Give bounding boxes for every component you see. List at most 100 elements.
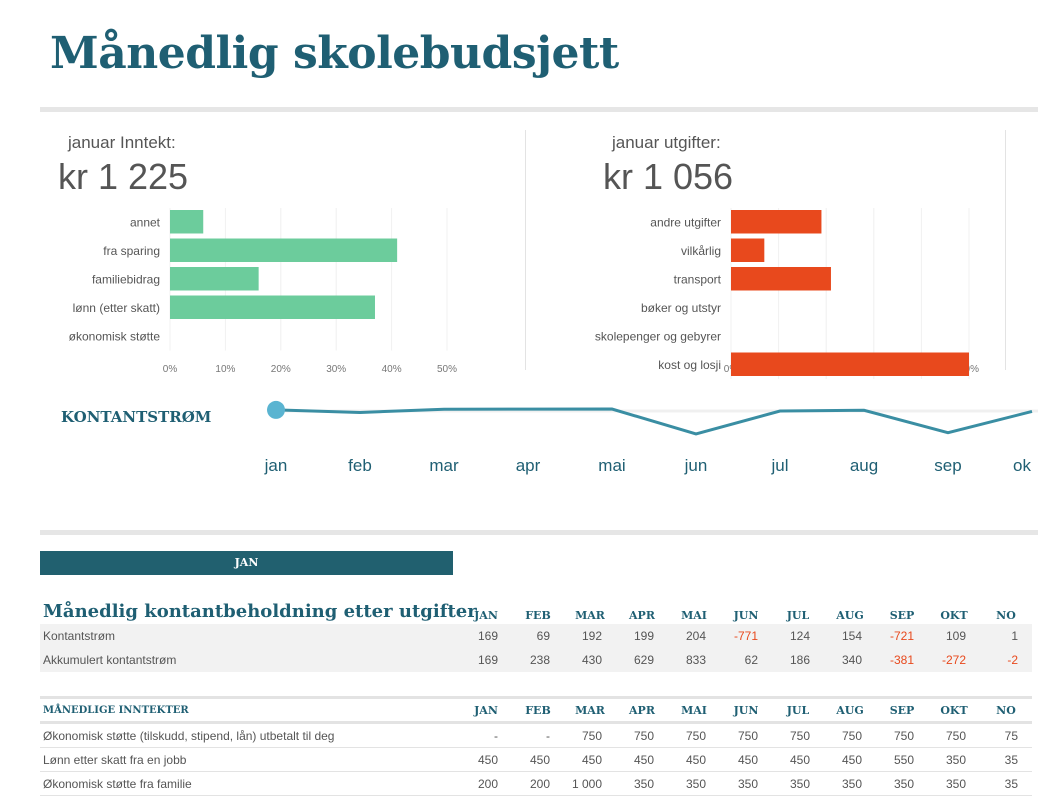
month-header: MAI (681, 609, 707, 622)
cell-value: 750 (824, 722, 876, 748)
cashflow-line-chart: jan feb mar apr mai jun jul aug sep ok (264, 400, 1038, 475)
cell-value: 750 (720, 722, 772, 748)
cell-value: 238 (512, 648, 564, 672)
cashflow-title: KONTANTSTRØM (61, 408, 212, 426)
cell-value: 750 (564, 722, 616, 748)
month-header: MAR (564, 696, 616, 724)
table-row: Kontantstrøm 169 69 192 199 204 -771 124 154 -721… (40, 624, 1032, 648)
cell-value: 350 (616, 771, 668, 796)
cell-value: 629 (616, 648, 668, 672)
page-title: Månedlig skolebudsjett (50, 28, 619, 79)
divider (525, 130, 526, 370)
cell-value: -721 (876, 624, 928, 648)
cell-value: 1 (980, 624, 1032, 648)
month-label: apr (516, 456, 541, 475)
cashflow-line (275, 407, 1033, 436)
month-header: JUL (772, 696, 824, 724)
expense-bar (731, 210, 822, 234)
month-selector[interactable]: JAN (40, 551, 453, 575)
cashflow-point[interactable] (267, 400, 285, 419)
month-header: OKT (928, 696, 980, 724)
cell-value: 350 (876, 771, 928, 796)
cell-value: -2 (980, 648, 1032, 672)
cell-value: 450 (512, 747, 564, 772)
cell-value: 169 (460, 624, 512, 648)
x-tick-label: 10% (215, 364, 235, 375)
expenses-total: kr 1 056 (603, 156, 734, 197)
row-label: Kontantstrøm (40, 624, 460, 648)
cell-value: 350 (824, 771, 876, 796)
cell-value: 62 (720, 648, 772, 672)
table-row: Økonomisk støtte fra familie 200 200 1 000 3… (40, 771, 1032, 796)
month-label: jun (684, 456, 708, 475)
cell-value: 35 (980, 747, 1032, 772)
cell-value: 350 (720, 771, 772, 796)
month-label: jul (770, 456, 788, 475)
income-label: januar Inntekt: (68, 133, 176, 152)
cell-value: 450 (720, 747, 772, 772)
income-table: MÅNEDLIGE INNTEKTER JAN FEB MAR APR MAI JUN JUL… (40, 696, 1032, 796)
cell-value: 750 (616, 722, 668, 748)
cell-value: 450 (460, 747, 512, 772)
category-label: fra sparing (103, 244, 160, 258)
cell-value: 69 (512, 624, 564, 648)
category-label: kost og losji (658, 358, 721, 372)
cell-value: 124 (772, 624, 824, 648)
x-tick-label: 20% (271, 364, 291, 375)
cell-value: 430 (564, 648, 616, 672)
cell-value: 350 (668, 771, 720, 796)
divider (40, 107, 1038, 112)
cell-value: 109 (928, 624, 980, 648)
month-label: aug (850, 456, 878, 475)
month-header: FEB (525, 609, 551, 622)
month-header: JUL (786, 609, 810, 622)
table-row: Akkumulert kontantstrøm 169 238 430 629 833 62… (40, 648, 1032, 672)
month-header: SEP (876, 696, 928, 724)
cell-value: 350 (928, 747, 980, 772)
month-header: JUN (733, 609, 759, 622)
month-header: MAR (575, 609, 605, 622)
cell-value: 450 (616, 747, 668, 772)
category-label: familiebidrag (92, 272, 160, 286)
x-tick-label: 50% (437, 364, 457, 375)
month-header: SEP (889, 609, 915, 622)
income-total: kr 1 225 (58, 156, 189, 197)
month-label: jan (264, 456, 288, 475)
month-label: mai (598, 456, 625, 475)
month-header: NO (996, 609, 1016, 622)
month-header: NO (980, 696, 1032, 724)
expenses-label: januar utgifter: (612, 133, 721, 152)
cell-value: 750 (876, 722, 928, 748)
month-label: ok (1013, 456, 1031, 475)
category-label: bøker og utstyr (641, 301, 721, 315)
cell-value: 450 (668, 747, 720, 772)
month-label: sep (934, 456, 961, 475)
income-bar (170, 238, 398, 262)
cell-value: - (460, 722, 512, 748)
cell-value: 200 (512, 771, 564, 796)
expense-bar (731, 238, 765, 262)
category-label: økonomisk støtte (69, 329, 161, 343)
category-label: vilkårlig (681, 244, 721, 258)
cell-value: -381 (876, 648, 928, 672)
x-tick-label: 40% (382, 364, 402, 375)
month-header: APR (629, 609, 655, 622)
cell-value: 550 (876, 747, 928, 772)
month-header: AUG (824, 696, 876, 724)
cell-value: -272 (928, 648, 980, 672)
income-bar (170, 210, 204, 234)
month-header: FEB (512, 696, 564, 724)
row-label: Økonomisk støtte (tilskudd, stipend, lån… (40, 722, 460, 748)
month-header: JAN (474, 609, 498, 622)
cell-value: 750 (928, 722, 980, 748)
category-label: transport (674, 272, 722, 286)
expense-bar (731, 267, 831, 291)
expenses-bar-chart: 0%10%20%30%40%50%andre utgiftervilkårlig… (595, 208, 979, 379)
cell-value: -771 (720, 624, 772, 648)
month-label: feb (348, 456, 372, 475)
cell-value: 833 (668, 648, 720, 672)
x-tick-label: 30% (326, 364, 346, 375)
x-tick-label: 0% (163, 364, 178, 375)
category-label: andre utgifter (650, 215, 721, 229)
income-table-title: MÅNEDLIGE INNTEKTER (40, 696, 460, 724)
